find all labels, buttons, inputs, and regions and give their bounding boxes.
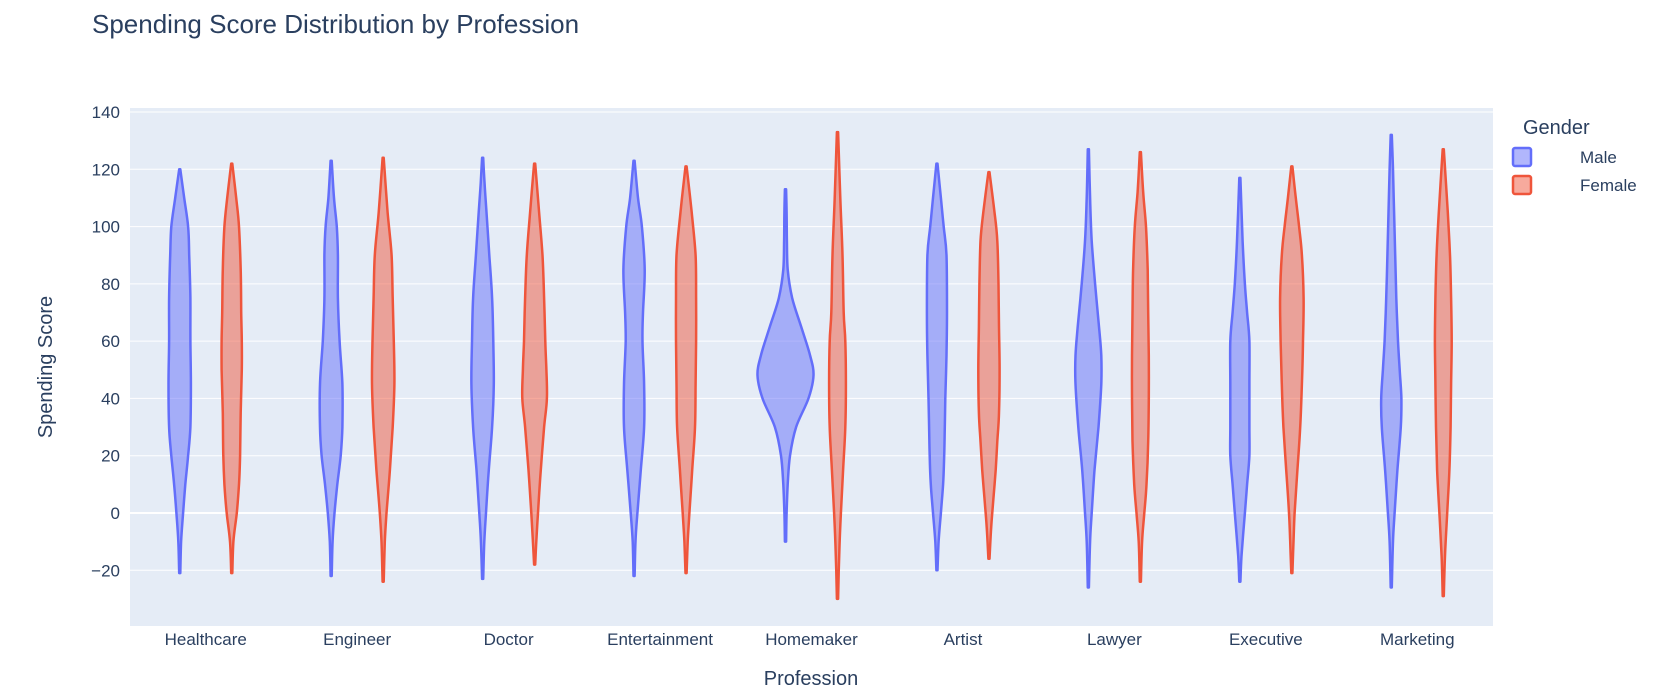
y-tick-label: 0 bbox=[111, 504, 120, 523]
violins bbox=[167, 130, 1453, 601]
violin-male-doctor[interactable] bbox=[470, 156, 496, 581]
violin-male-homemaker[interactable] bbox=[756, 188, 815, 543]
legend-label-male[interactable]: Male bbox=[1580, 148, 1617, 167]
y-tick-label: 100 bbox=[92, 218, 120, 237]
legend-title: Gender bbox=[1523, 117, 1590, 139]
x-tick-label: Engineer bbox=[323, 630, 391, 649]
x-tick-label: Homemaker bbox=[765, 630, 858, 649]
y-tick-label: 120 bbox=[92, 160, 120, 179]
violin-male-healthcare[interactable] bbox=[167, 168, 193, 575]
legend-swatch-female[interactable] bbox=[1511, 174, 1533, 196]
y-tick-label: 60 bbox=[101, 332, 120, 351]
violin-female-homemaker[interactable] bbox=[827, 130, 848, 601]
x-tick-label: Executive bbox=[1229, 630, 1303, 649]
violin-male-marketing[interactable] bbox=[1379, 133, 1403, 589]
legend: Gender Male Female bbox=[1511, 117, 1637, 196]
x-tick-label: Marketing bbox=[1380, 630, 1455, 649]
violin-female-healthcare[interactable] bbox=[220, 162, 244, 575]
x-tick-label: Healthcare bbox=[165, 630, 247, 649]
y-tick-label: 20 bbox=[101, 447, 120, 466]
legend-label-female[interactable]: Female bbox=[1580, 176, 1637, 195]
chart-title: Spending Score Distribution by Professio… bbox=[92, 9, 579, 39]
legend-swatch-male[interactable] bbox=[1511, 146, 1533, 168]
y-tick-label: 80 bbox=[101, 275, 120, 294]
violin-male-artist[interactable] bbox=[925, 162, 949, 572]
violin-female-lawyer[interactable] bbox=[1130, 150, 1151, 583]
violin-male-engineer[interactable] bbox=[318, 159, 344, 578]
violin-female-engineer[interactable] bbox=[370, 156, 396, 583]
violin-female-marketing[interactable] bbox=[1433, 147, 1453, 598]
x-tick-label: Artist bbox=[944, 630, 983, 649]
y-tick-label: 40 bbox=[101, 389, 120, 408]
y-tick-label: 140 bbox=[92, 103, 120, 122]
x-tick-label: Entertainment bbox=[607, 630, 713, 649]
violin-female-entertainment[interactable] bbox=[674, 165, 698, 575]
violin-female-doctor[interactable] bbox=[520, 162, 549, 566]
x-tick-label: Doctor bbox=[484, 630, 534, 649]
violin-male-entertainment[interactable] bbox=[622, 159, 646, 578]
grid-lines bbox=[130, 111, 1493, 571]
violin-female-executive[interactable] bbox=[1278, 165, 1305, 575]
y-tick-label: −20 bbox=[91, 561, 120, 580]
y-axis-label: Spending Score bbox=[35, 296, 57, 438]
x-axis-label: Profession bbox=[764, 668, 859, 690]
x-axis-ticks: Healthcare Engineer Doctor Entertainment Hom… bbox=[165, 630, 1455, 649]
x-tick-label: Lawyer bbox=[1087, 630, 1142, 649]
legend-items: Male Female bbox=[1511, 146, 1637, 196]
violin-female-artist[interactable] bbox=[977, 170, 1001, 561]
violin-male-executive[interactable] bbox=[1228, 176, 1251, 583]
violin-male-lawyer[interactable] bbox=[1073, 147, 1103, 589]
y-axis-ticks: 140 120 100 80 60 40 20 0 −20 bbox=[91, 103, 120, 580]
